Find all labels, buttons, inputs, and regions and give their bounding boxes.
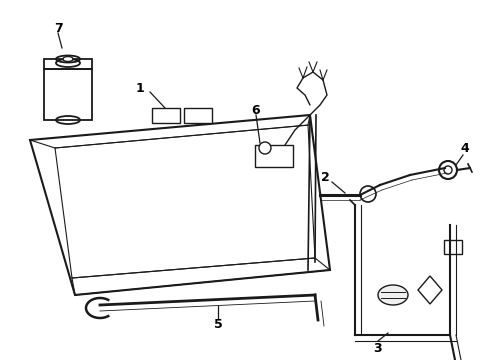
Bar — [152, 108, 180, 123]
Text: 2: 2 — [320, 171, 329, 184]
Text: 7: 7 — [53, 22, 62, 35]
Bar — [184, 108, 212, 123]
Text: 6: 6 — [252, 104, 260, 117]
Circle shape — [360, 186, 376, 202]
Polygon shape — [418, 276, 442, 304]
Ellipse shape — [378, 285, 408, 305]
Bar — [44, 59, 92, 69]
Bar — [255, 145, 293, 167]
Text: 4: 4 — [461, 141, 469, 154]
Text: 1: 1 — [136, 81, 145, 95]
Text: 3: 3 — [374, 342, 382, 355]
Circle shape — [259, 142, 271, 154]
Bar — [444, 240, 462, 254]
Bar — [44, 69, 92, 120]
Circle shape — [439, 161, 457, 179]
Ellipse shape — [63, 57, 73, 62]
Text: 5: 5 — [214, 319, 222, 332]
